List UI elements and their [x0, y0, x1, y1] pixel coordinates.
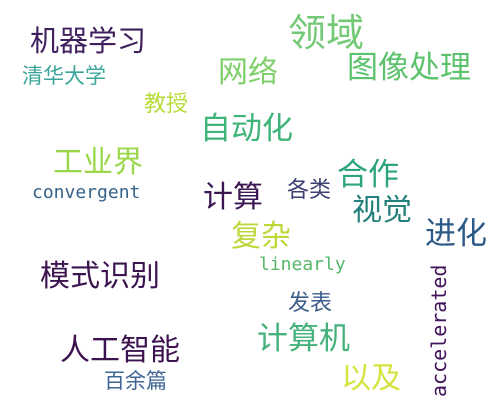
word-accelerated: accelerated: [427, 264, 451, 397]
word-linearly: linearly: [259, 254, 346, 275]
word-moshi-shibie: 模式识别: [40, 259, 160, 294]
word-rengong-zhineng: 人工智能: [60, 333, 180, 368]
word-shijue: 视觉: [352, 193, 412, 228]
word-lingyu: 领域: [288, 11, 365, 55]
word-yiji: 以及: [341, 361, 401, 396]
word-jisuan: 计算: [203, 180, 263, 215]
word-hezuo: 合作: [337, 157, 399, 193]
word-fuza: 复杂: [231, 219, 291, 254]
word-convergent: convergent: [32, 182, 141, 203]
word-gongyejie: 工业界: [53, 145, 143, 180]
word-wangluo: 网络: [218, 55, 278, 90]
word-zidonghua: 自动化: [200, 111, 293, 147]
word-jinhua: 进化: [425, 216, 487, 252]
word-fabiao: 发表: [288, 291, 333, 316]
word-tuxiang-chuli: 图像处理: [347, 50, 471, 86]
word-jiqi-xuexi: 机器学习: [30, 24, 147, 58]
word-jisuanji: 计算机: [257, 321, 350, 357]
word-baiyu-pian: 百余篇: [104, 369, 167, 393]
word-qinghua-daxue: 清华大学: [22, 64, 106, 88]
word-gelei: 各类: [287, 178, 332, 203]
word-jiaoshou: 教授: [144, 92, 189, 117]
